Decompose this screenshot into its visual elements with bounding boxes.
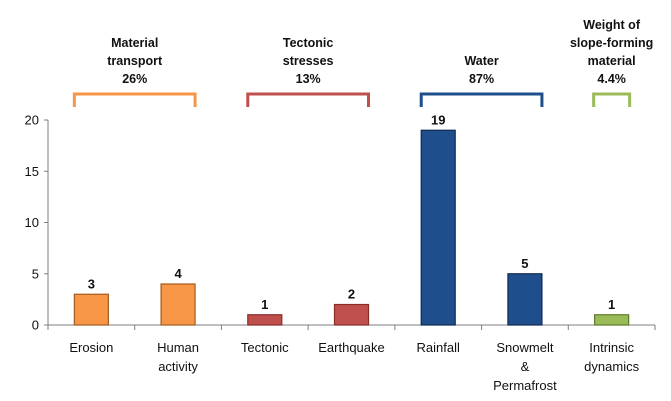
x-tick-label-line: activity (158, 359, 198, 374)
group-title: Water 87% (464, 54, 498, 86)
group-title-line: material (588, 54, 636, 68)
data-label: 4 (174, 266, 182, 281)
x-tick-label: Human activity (157, 340, 199, 374)
y-tick-label: 5 (32, 266, 39, 281)
x-tick-label-line: Snowmelt (496, 340, 553, 355)
data-label: 5 (521, 256, 528, 271)
group-title: Material transport 26% (107, 36, 163, 86)
group-title-line: Water (464, 54, 498, 68)
group-bracket (419, 92, 544, 107)
x-tick-label: Rainfall (417, 340, 460, 355)
group-title-line: 26% (122, 72, 147, 86)
group-title-line: 13% (296, 72, 321, 86)
x-tick-label: Intrinsic dynamics (584, 340, 639, 374)
y-tick-label: 0 (32, 318, 39, 333)
group-bracket (72, 92, 197, 107)
data-label: 2 (348, 287, 355, 302)
x-tick-label-line: Earthquake (318, 340, 385, 355)
group-title-line: slope-forming (570, 36, 653, 50)
group-title-line: Tectonic (283, 36, 334, 50)
group-title-line: 4.4% (597, 72, 626, 86)
x-tick-label-line: Tectonic (241, 340, 289, 355)
bar (247, 314, 283, 326)
group-title-line: Material (111, 36, 158, 50)
group-title-line: 87% (469, 72, 494, 86)
x-tick-label-line: Erosion (69, 340, 113, 355)
data-label: 19 (431, 112, 445, 127)
data-label: 3 (88, 276, 95, 291)
x-tick-label: Earthquake (318, 340, 385, 355)
group-bracket (592, 92, 632, 107)
bar (594, 314, 630, 326)
group-title: Weight of slope-forming material 4.4% (570, 18, 653, 86)
group-title-line: transport (107, 54, 163, 68)
bar (420, 129, 456, 326)
x-tick-label-line: Human (157, 340, 199, 355)
x-tick-label-line: & (521, 359, 530, 374)
y-tick-label: 20 (25, 113, 39, 128)
data-label: 1 (261, 297, 268, 312)
group-title-line: stresses (283, 54, 334, 68)
x-tick-label: Erosion (69, 340, 113, 355)
bar (73, 293, 109, 326)
y-tick-label: 10 (25, 215, 39, 230)
bar (333, 303, 370, 326)
bar (160, 283, 196, 326)
x-tick-label: Tectonic (241, 340, 289, 355)
x-tick-label-line: dynamics (584, 359, 639, 374)
x-tick-label-line: Permafrost (493, 378, 557, 393)
x-tick-label-line: Rainfall (417, 340, 460, 355)
group-bracket (246, 92, 370, 107)
group-title: Tectonic stresses 13% (283, 36, 334, 86)
bar (507, 273, 543, 326)
x-tick-label-line: Intrinsic (589, 340, 634, 355)
group-title-line: Weight of (583, 18, 641, 32)
y-tick-label: 15 (25, 164, 39, 179)
x-tick-label: Snowmelt & Permafrost (493, 340, 557, 393)
data-label: 1 (608, 297, 615, 312)
